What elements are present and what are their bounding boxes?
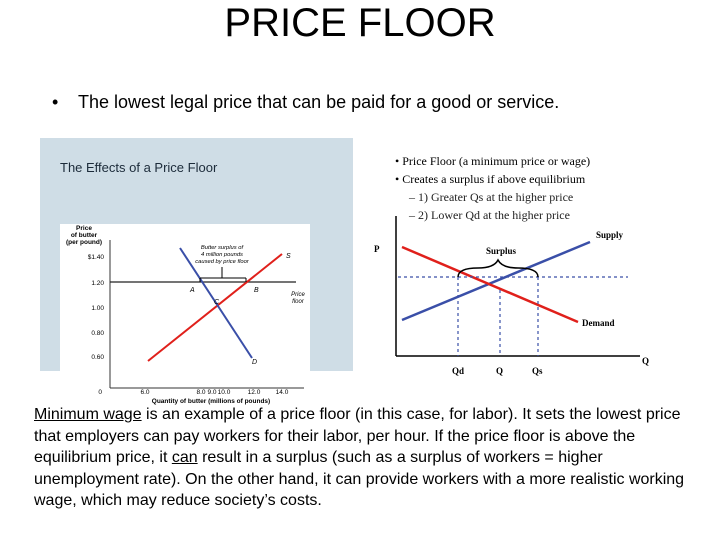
sub-bullet-greater-qs: – 1) Greater Qs at the higher price [409, 190, 574, 204]
x-tick-60: 6.0 [140, 389, 149, 396]
surplus-brace [457, 258, 539, 278]
qs-label: Qs [532, 366, 543, 376]
x-tick-100: 10.0 [218, 389, 231, 396]
bullet-surplus: • Creates a surplus if above equilibrium [395, 172, 586, 186]
bullet-glyph: • [52, 92, 59, 112]
p-axis-label: P [374, 244, 380, 254]
sub-bullet-lower-qd: – 2) Lower Qd at the higher price [409, 208, 570, 222]
supply-curve [147, 253, 283, 362]
y-tick-100: 1.00 [91, 305, 104, 312]
point-a-label: A [189, 287, 195, 294]
x-tick-120: 12.0 [248, 389, 261, 396]
x-tick-90: 9.0 [207, 389, 216, 396]
surplus-bullets: • Price Floor (a minimum price or wage) … [395, 152, 590, 224]
y-tick-080: 0.80 [91, 330, 104, 337]
y-tick-060: 0.60 [91, 354, 104, 361]
supply-demand-surplus-chart: P Q Surplus Supply Demand Qd Q Qs [374, 216, 649, 376]
bullet-price-floor: • Price Floor (a minimum price or wage) [395, 154, 591, 168]
figure-title: The Effects of a Price Floor [60, 160, 218, 175]
annotation-line-2: 4 million pounds [201, 252, 243, 258]
q-axis-label: Q [642, 356, 649, 366]
annotation-line-1: Butter surplus of [201, 245, 245, 251]
slide-title: PRICE FLOOR [224, 1, 496, 45]
price-floor-label-box [286, 288, 310, 308]
supply-line [401, 245, 579, 324]
point-d-label: D [252, 359, 257, 366]
origin-label: 0 [98, 389, 102, 396]
annotation-line-3: caused by price floor [195, 259, 250, 265]
point-c-label: C [214, 299, 220, 306]
x-tick-140: 14.0 [276, 389, 289, 396]
plot-area [60, 224, 310, 397]
y-label-3: (per pound) [66, 239, 102, 246]
annotation-box [194, 242, 250, 267]
y-tick-120: 1.20 [91, 280, 104, 287]
qd-label: Qd [452, 366, 464, 376]
demand-curve [179, 247, 253, 359]
definition-text: The lowest legal price that can be paid … [78, 92, 560, 112]
q-label: Q [496, 366, 503, 376]
supply-s-label: S [286, 253, 291, 260]
point-b-label: B [254, 287, 259, 294]
minimum-wage-term: Minimum wage [34, 406, 142, 423]
x-axis-label: Quantity of butter (millions of pounds) [152, 398, 270, 405]
price-floor-label-1: Price [291, 292, 305, 298]
minimum-wage-paragraph: Minimum wage is an example of a price fl… [34, 406, 685, 509]
surplus-label: Surplus [486, 246, 517, 256]
y-label-1: Price [76, 225, 92, 232]
can-emphasis: can [171, 449, 198, 466]
price-floor-label-2: floor [292, 299, 305, 305]
supply-label: Supply [596, 230, 624, 240]
y-label-2: of butter [71, 232, 98, 239]
y-tick-140: $1.40 [88, 254, 105, 261]
definition-bullet: • The lowest legal price that can be paid… [52, 92, 559, 113]
demand-label: Demand [582, 318, 615, 328]
butter-price-floor-chart: Price of butter (per pound) $1.40 1.20 1… [60, 224, 310, 405]
x-tick-80: 8.0 [196, 389, 205, 396]
demand-line [401, 240, 591, 322]
